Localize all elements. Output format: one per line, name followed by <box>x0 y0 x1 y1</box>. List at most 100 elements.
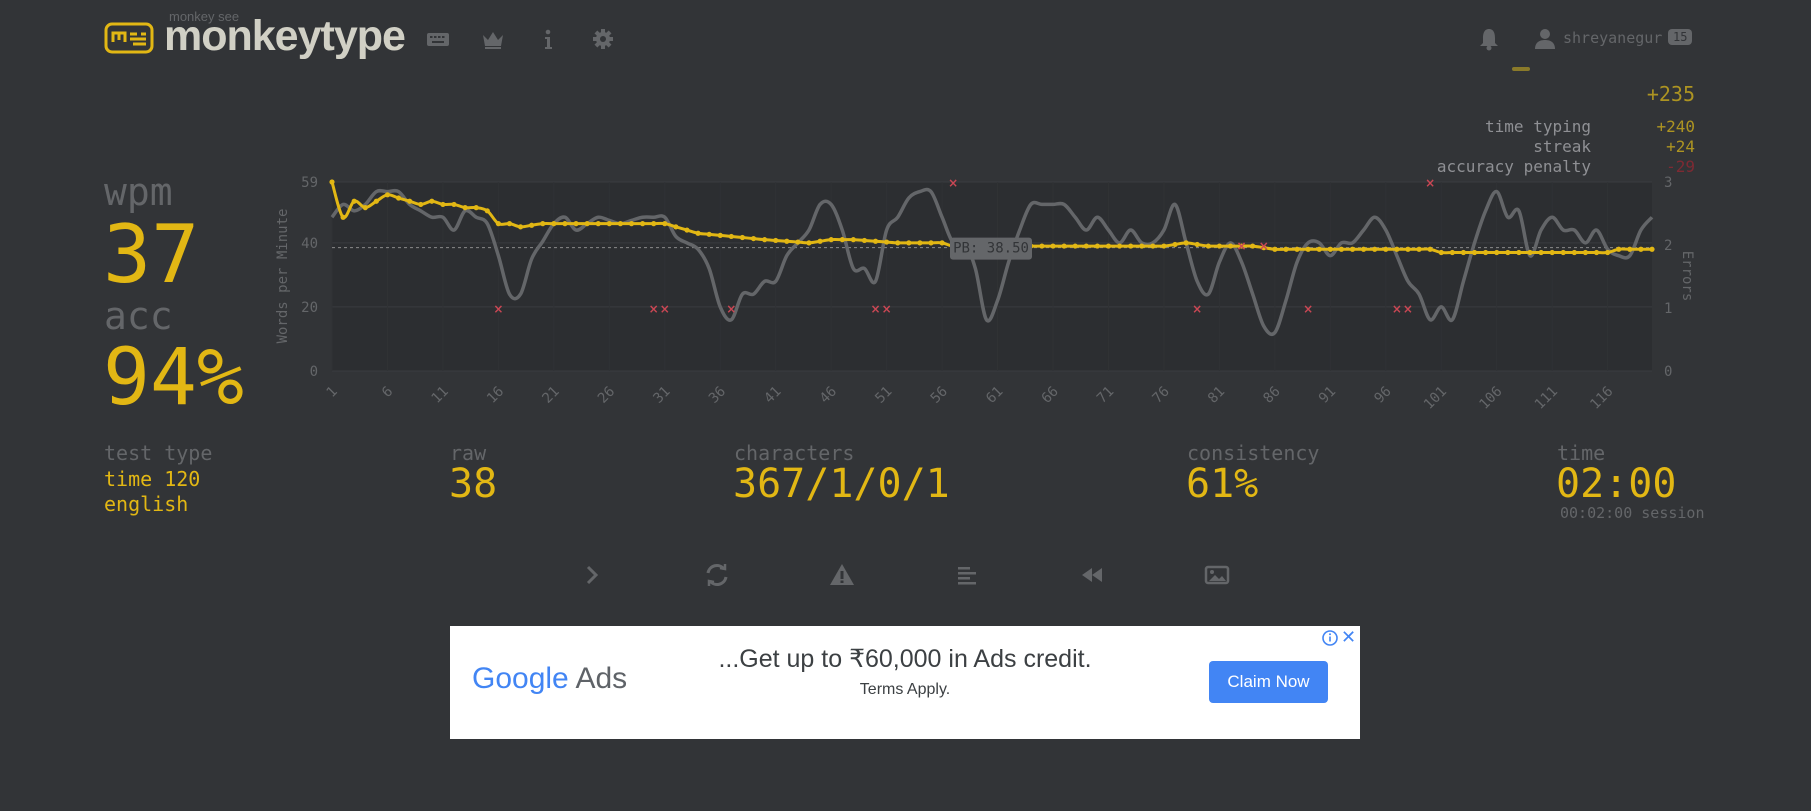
error-mark-13: × <box>1425 176 1435 190</box>
wpm-point-28 <box>628 221 635 227</box>
wpm-point-42 <box>784 238 790 244</box>
x-tick-15: 76 <box>1150 384 1173 407</box>
wpm-point-2 <box>340 214 346 220</box>
keyboard-icon[interactable] <box>425 26 451 52</box>
wpm-point-25 <box>595 221 601 227</box>
wpm-point-47 <box>839 237 845 243</box>
wpm-point-106 <box>1494 249 1500 256</box>
ad-info-icon[interactable] <box>1321 629 1339 647</box>
wpm-point-107 <box>1505 249 1511 256</box>
logo-text[interactable]: monkeytype <box>164 12 406 60</box>
wpm-point-113 <box>1571 249 1577 256</box>
x-tick-2: 11 <box>429 384 452 407</box>
ad-claim-button[interactable]: Claim Now <box>1209 661 1328 703</box>
error-mark-12: × <box>1403 302 1413 316</box>
wpm-point-66 <box>1050 243 1056 249</box>
x-tick-8: 41 <box>761 384 784 407</box>
wpm-point-5 <box>373 198 379 204</box>
wpm-point-99 <box>1416 246 1422 252</box>
ad-google-word: Google <box>472 662 569 695</box>
x-tick-19: 96 <box>1371 384 1394 407</box>
wpm-point-26 <box>606 221 612 227</box>
error-mark-9: × <box>1259 239 1269 253</box>
ad-close-icon[interactable]: ✕ <box>1341 627 1357 647</box>
wpm-point-115 <box>1593 249 1600 256</box>
x-tick-18: 91 <box>1316 384 1339 407</box>
wpm-point-74 <box>1139 243 1145 249</box>
report-button[interactable] <box>827 560 857 590</box>
x-tick-11: 56 <box>928 384 951 407</box>
raw-wpm-line <box>330 187 1654 336</box>
wpm-point-104 <box>1471 249 1478 256</box>
bell-icon[interactable] <box>1476 26 1502 52</box>
y2-tick-0: 0 <box>1664 364 1672 380</box>
monkeytype-logo-icon[interactable] <box>104 22 154 54</box>
wpm-point-22 <box>562 221 568 227</box>
accuracy-label: acc <box>104 294 173 338</box>
wpm-point-9 <box>418 201 424 208</box>
y2-axis-label: Errors <box>1679 251 1695 302</box>
wpm-point-33 <box>684 227 690 233</box>
screenshot-button[interactable] <box>1202 560 1232 590</box>
wpm-point-95 <box>1372 246 1378 252</box>
wpm-point-55 <box>928 240 934 246</box>
wpm-point-80 <box>1205 243 1211 249</box>
wpm-point-119 <box>1638 246 1644 252</box>
crown-icon[interactable] <box>480 26 506 52</box>
test-type-mode: time 120 <box>104 467 201 491</box>
raw-value: 38 <box>449 461 498 507</box>
wpm-point-1 <box>329 179 335 185</box>
wpm-point-18 <box>517 224 524 230</box>
wpm-point-15 <box>484 208 490 214</box>
wpm-point-51 <box>884 239 890 245</box>
xp-progress-bar <box>1512 67 1530 71</box>
words-history-button[interactable] <box>952 560 982 590</box>
wpm-point-20 <box>540 221 546 227</box>
consistency-value: 61% <box>1186 461 1259 507</box>
characters-label: characters <box>734 441 855 465</box>
next-test-button[interactable] <box>577 560 607 590</box>
wpm-point-109 <box>1527 249 1533 256</box>
wpm-point-81 <box>1216 243 1222 249</box>
wpm-point-91 <box>1327 246 1333 252</box>
characters-value: 367/1/0/1 <box>733 461 950 507</box>
wpm-point-82 <box>1227 243 1234 249</box>
wpm-point-54 <box>917 240 923 246</box>
wpm-point-46 <box>828 237 834 243</box>
gear-icon[interactable] <box>590 26 616 52</box>
replay-button[interactable] <box>1077 560 1107 590</box>
x-tick-17: 86 <box>1260 384 1283 407</box>
restart-button[interactable] <box>702 560 732 590</box>
error-mark-1: × <box>649 302 659 316</box>
rewind-icon <box>1082 568 1102 582</box>
x-tick-0: 1 <box>324 384 341 401</box>
wpm-point-19 <box>529 222 535 228</box>
wpm-point-71 <box>1105 243 1112 249</box>
pb-annotation-label: PB: 38.50 <box>953 241 1029 257</box>
account-username[interactable]: shreyanegur <box>1563 29 1663 47</box>
test-type-language: english <box>104 492 189 516</box>
wpm-point-98 <box>1405 246 1411 252</box>
info-icon[interactable] <box>535 26 561 52</box>
wpm-point-116 <box>1605 249 1611 256</box>
y-tick-1: 20 <box>301 300 318 316</box>
wpm-point-111 <box>1549 249 1555 256</box>
user-icon[interactable] <box>1532 26 1558 52</box>
x-tick-20: 101 <box>1421 384 1450 413</box>
wpm-point-53 <box>906 240 912 246</box>
x-tick-12: 61 <box>983 384 1006 407</box>
x-tick-4: 21 <box>539 384 562 407</box>
error-mark-6: × <box>948 176 958 190</box>
error-mark-11: × <box>1392 302 1402 316</box>
wpm-point-79 <box>1194 241 1200 248</box>
wpm-point-120 <box>1649 246 1655 252</box>
advertisement-banner[interactable]: Google Ads ...Get up to ₹60,000 in Ads c… <box>450 626 1360 739</box>
error-mark-0: × <box>493 302 503 316</box>
wpm-point-35 <box>706 231 712 237</box>
wpm-point-102 <box>1449 249 1455 256</box>
warning-icon <box>830 564 854 585</box>
wpm-point-3 <box>351 198 357 204</box>
wpm-label: wpm <box>104 170 173 214</box>
wpm-value: 37 <box>103 208 200 301</box>
y2-tick-3: 3 <box>1664 175 1672 191</box>
